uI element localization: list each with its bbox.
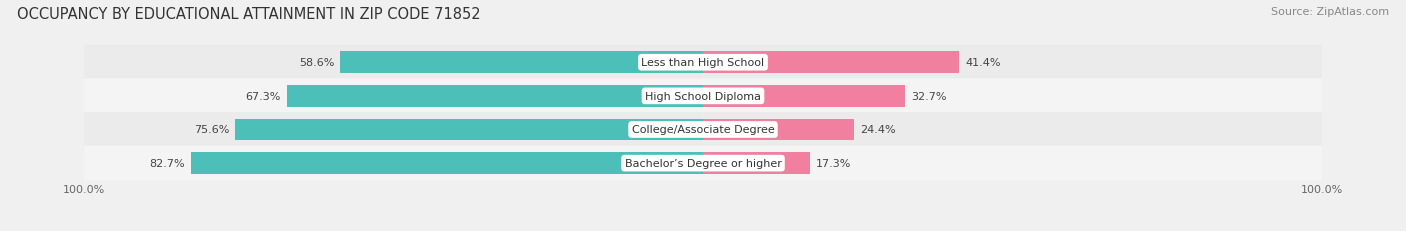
Bar (703, 152, 810, 174)
Text: 58.6%: 58.6% (299, 58, 335, 68)
Bar (235, 119, 703, 141)
FancyBboxPatch shape (84, 112, 1322, 147)
FancyBboxPatch shape (84, 79, 1322, 114)
Text: 75.6%: 75.6% (194, 125, 229, 135)
Bar (191, 152, 703, 174)
Text: 41.4%: 41.4% (966, 58, 1001, 68)
Text: 32.7%: 32.7% (911, 91, 948, 101)
Bar (340, 52, 703, 74)
FancyBboxPatch shape (84, 146, 1322, 181)
FancyBboxPatch shape (84, 46, 1322, 80)
Text: 82.7%: 82.7% (149, 158, 186, 168)
Text: 17.3%: 17.3% (817, 158, 852, 168)
Text: Source: ZipAtlas.com: Source: ZipAtlas.com (1271, 7, 1389, 17)
Bar (287, 85, 703, 107)
Bar (703, 85, 905, 107)
Text: College/Associate Degree: College/Associate Degree (631, 125, 775, 135)
Bar (703, 119, 853, 141)
Text: 24.4%: 24.4% (860, 125, 896, 135)
Text: 67.3%: 67.3% (245, 91, 280, 101)
Text: High School Diploma: High School Diploma (645, 91, 761, 101)
Bar (703, 52, 959, 74)
Text: OCCUPANCY BY EDUCATIONAL ATTAINMENT IN ZIP CODE 71852: OCCUPANCY BY EDUCATIONAL ATTAINMENT IN Z… (17, 7, 481, 22)
Text: Bachelor’s Degree or higher: Bachelor’s Degree or higher (624, 158, 782, 168)
Text: Less than High School: Less than High School (641, 58, 765, 68)
